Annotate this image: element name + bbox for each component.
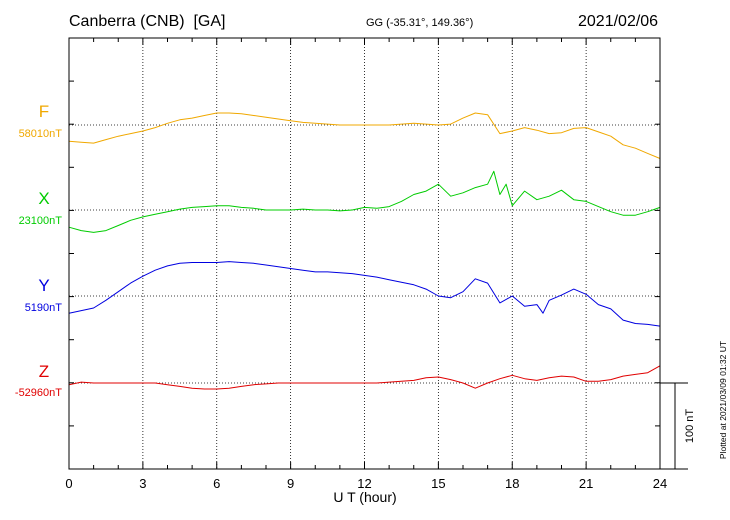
series-baseline-Z: -52960nT: [15, 387, 62, 399]
x-tick-label: 24: [653, 476, 667, 491]
x-tick-label: 12: [357, 476, 371, 491]
grid-lines: [142, 38, 587, 469]
axis-ticks: [68, 37, 661, 469]
x-tick-label: 9: [287, 476, 294, 491]
x-tick-label: 3: [139, 476, 146, 491]
scale-bar: 100 nT: [660, 382, 696, 470]
x-tick-labels: 0 3 6 9 12 15 18 21 24: [65, 476, 667, 491]
x-tick-label: 6: [213, 476, 220, 491]
station-title: Canberra (CNB) [GA]: [69, 13, 226, 30]
series-baseline-F: 58010nT: [19, 128, 63, 140]
series-name-F: F: [39, 102, 49, 121]
scale-bar-label: 100 nT: [684, 409, 696, 444]
x-tick-label: 15: [431, 476, 445, 491]
x-tick-label: 21: [579, 476, 593, 491]
plotted-timestamp: Plotted at 2021/03/09 01:32 UT: [718, 341, 728, 459]
series-labels: F 58010nT X 23100nT Y 5190nT Z -52960nT: [15, 102, 62, 399]
series-line-F: [68, 112, 661, 159]
x-tick-label: 0: [65, 476, 72, 491]
series-line-Y: [68, 261, 661, 327]
coordinates: GG (-35.31°, 149.36°): [366, 17, 474, 29]
date-label: 2021/02/06: [578, 13, 659, 30]
series-line-Z: [68, 365, 661, 390]
x-axis-label: U T (hour): [333, 489, 396, 505]
series-baseline-X: 23100nT: [19, 215, 63, 227]
x-tick-label: 18: [505, 476, 519, 491]
baseline-lines: [69, 124, 660, 384]
series-lines: [68, 112, 661, 390]
series-baseline-Y: 5190nT: [25, 302, 63, 314]
series-name-Z: Z: [39, 362, 49, 381]
series-line-X: [68, 170, 661, 233]
series-name-X: X: [38, 189, 49, 208]
series-name-Y: Y: [38, 276, 49, 295]
